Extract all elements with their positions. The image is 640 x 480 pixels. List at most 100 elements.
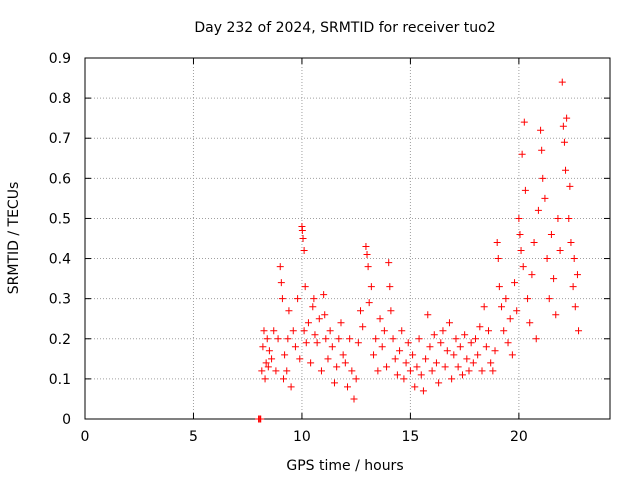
- data-point: [263, 335, 271, 343]
- data-point: [545, 295, 553, 303]
- data-point: [283, 367, 291, 375]
- data-point: [409, 351, 417, 359]
- data-point: [517, 247, 525, 255]
- data-point: [498, 303, 506, 311]
- data-point: [448, 375, 456, 383]
- data-point: [281, 351, 289, 359]
- data-point: [313, 339, 321, 347]
- data-point: [445, 319, 453, 327]
- data-point: [454, 363, 462, 371]
- data-point: [439, 327, 447, 335]
- data-point: [272, 367, 280, 375]
- data-point: [380, 327, 388, 335]
- data-point: [257, 415, 265, 423]
- data-point: [309, 303, 317, 311]
- data-point: [363, 251, 371, 259]
- y-tick-label: 0.3: [49, 292, 71, 308]
- data-point: [393, 371, 401, 379]
- data-point: [422, 355, 430, 363]
- data-point: [562, 166, 570, 174]
- data-point: [262, 359, 270, 367]
- data-point: [543, 255, 551, 263]
- ticks: [84, 57, 610, 420]
- data-point: [276, 263, 284, 271]
- data-point: [294, 295, 302, 303]
- y-tick-label: 0.8: [49, 91, 71, 107]
- data-point: [333, 363, 341, 371]
- x-tick-label: 20: [510, 429, 528, 445]
- data-point: [300, 247, 308, 255]
- data-point: [502, 295, 510, 303]
- y-tick-label: 0.1: [49, 372, 71, 388]
- data-point: [326, 327, 334, 335]
- data-point: [435, 379, 443, 387]
- x-tick-label: 0: [81, 429, 90, 445]
- data-point: [500, 327, 508, 335]
- data-point: [261, 375, 269, 383]
- data-point: [398, 327, 406, 335]
- data-point: [547, 230, 555, 238]
- data-point: [385, 259, 393, 267]
- x-tick-label: 10: [293, 429, 311, 445]
- data-point: [311, 331, 319, 339]
- data-point: [450, 351, 458, 359]
- data-point: [493, 239, 501, 247]
- data-point: [417, 371, 425, 379]
- data-point: [539, 174, 547, 182]
- data-point: [528, 271, 536, 279]
- data-point: [508, 351, 516, 359]
- data-point: [302, 339, 310, 347]
- data-point: [515, 214, 523, 222]
- data-point: [504, 339, 512, 347]
- data-point: [402, 359, 410, 367]
- data-point: [387, 307, 395, 315]
- data-point: [280, 375, 288, 383]
- data-point: [476, 323, 484, 331]
- data-point: [516, 230, 524, 238]
- data-point: [556, 247, 564, 255]
- data-point: [458, 371, 466, 379]
- data-point: [341, 359, 349, 367]
- data-point: [541, 194, 549, 202]
- data-point: [376, 315, 384, 323]
- data-point: [270, 327, 278, 335]
- data-point: [524, 295, 532, 303]
- data-point: [471, 335, 479, 343]
- data-point: [370, 351, 378, 359]
- data-point: [519, 263, 527, 271]
- data-point: [558, 78, 566, 86]
- data-point: [396, 347, 404, 355]
- data-point: [537, 126, 545, 134]
- data-point: [335, 335, 343, 343]
- data-point: [437, 339, 445, 347]
- data-point: [569, 283, 577, 291]
- data-point: [324, 355, 332, 363]
- data-point: [518, 150, 526, 158]
- data-point: [506, 315, 514, 323]
- data-point: [317, 367, 325, 375]
- data-point: [538, 146, 546, 154]
- data-point: [467, 339, 475, 347]
- data-point: [337, 319, 345, 327]
- data-point: [521, 186, 529, 194]
- data-point: [424, 311, 432, 319]
- data-point: [354, 339, 362, 347]
- data-point: [277, 279, 285, 287]
- data-point: [534, 206, 542, 214]
- data-point: [278, 295, 286, 303]
- data-point: [461, 331, 469, 339]
- data-point: [571, 303, 579, 311]
- data-point: [352, 375, 360, 383]
- data-point: [367, 283, 375, 291]
- data-point: [285, 307, 293, 315]
- data-point: [359, 323, 367, 331]
- data-point: [413, 363, 421, 371]
- data-point: [532, 335, 540, 343]
- data-point: [478, 367, 486, 375]
- data-point: [404, 339, 412, 347]
- data-point: [406, 367, 414, 375]
- data-point: [328, 343, 336, 351]
- data-point: [570, 255, 578, 263]
- data-point: [428, 367, 436, 375]
